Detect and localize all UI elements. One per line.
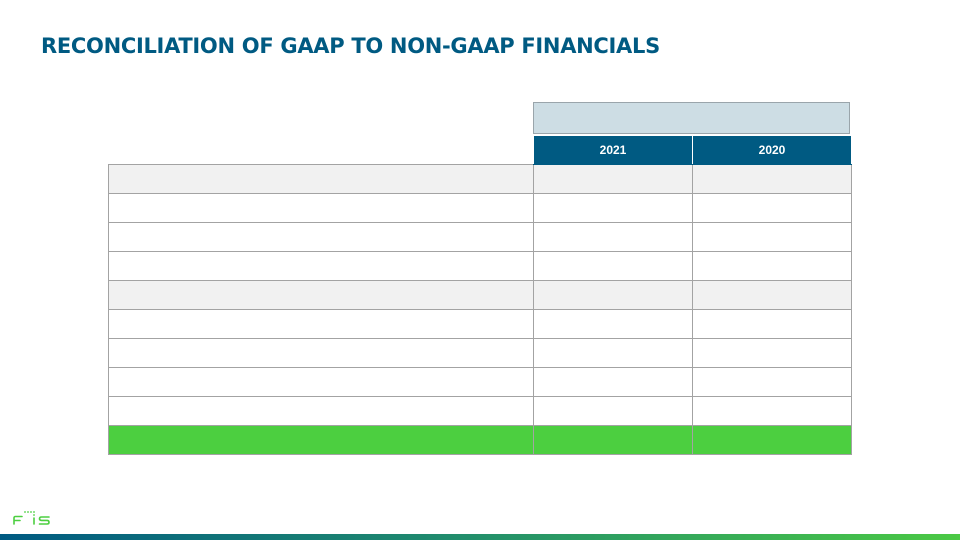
table-row — [108, 222, 852, 252]
footer-gradient-bar — [0, 534, 960, 540]
value-cell-2020 — [692, 280, 852, 310]
row-label-cell — [108, 280, 534, 310]
table-row — [108, 309, 852, 339]
table-row — [108, 280, 852, 310]
row-label-cell — [108, 309, 534, 339]
value-cell-2021 — [533, 164, 693, 194]
row-label-cell — [108, 251, 534, 281]
column-header-label — [109, 136, 534, 165]
table-row — [108, 338, 852, 368]
slide-title: RECONCILIATION OF GAAP TO NON-GAAP FINAN… — [41, 34, 660, 58]
row-label-cell — [108, 164, 534, 194]
value-cell-2020 — [692, 309, 852, 339]
value-cell-2021 — [533, 338, 693, 368]
value-cell-2020 — [692, 222, 852, 252]
value-cell-2020 — [692, 338, 852, 368]
value-cell-2021 — [533, 251, 693, 281]
total-value-cell-2021 — [533, 425, 693, 455]
value-cell-2021 — [533, 367, 693, 397]
row-label-cell — [108, 396, 534, 426]
value-cell-2021 — [533, 396, 693, 426]
reconciliation-table: 2021 2020 — [108, 135, 852, 455]
fis-logo — [12, 509, 52, 527]
value-cell-2020 — [692, 396, 852, 426]
table-row — [108, 251, 852, 281]
column-header-2021: 2021 — [533, 135, 693, 165]
table-body — [108, 164, 852, 455]
row-label-cell — [108, 367, 534, 397]
value-cell-2021 — [533, 193, 693, 223]
value-cell-2021 — [533, 309, 693, 339]
fis-logo-mark — [13, 511, 50, 525]
column-header-2020: 2020 — [692, 135, 852, 165]
table-row — [108, 193, 852, 223]
table-row — [108, 164, 852, 194]
row-label-cell — [108, 193, 534, 223]
total-label-cell — [108, 425, 534, 455]
value-cell-2020 — [692, 164, 852, 194]
row-label-cell — [108, 338, 534, 368]
table-total-row — [108, 425, 852, 455]
table-row — [108, 367, 852, 397]
period-header-band — [533, 102, 850, 134]
table-row — [108, 396, 852, 426]
value-cell-2020 — [692, 367, 852, 397]
value-cell-2021 — [533, 280, 693, 310]
table-header-row: 2021 2020 — [109, 135, 852, 165]
value-cell-2020 — [692, 193, 852, 223]
total-value-cell-2020 — [692, 425, 852, 455]
row-label-cell — [108, 222, 534, 252]
value-cell-2021 — [533, 222, 693, 252]
value-cell-2020 — [692, 251, 852, 281]
